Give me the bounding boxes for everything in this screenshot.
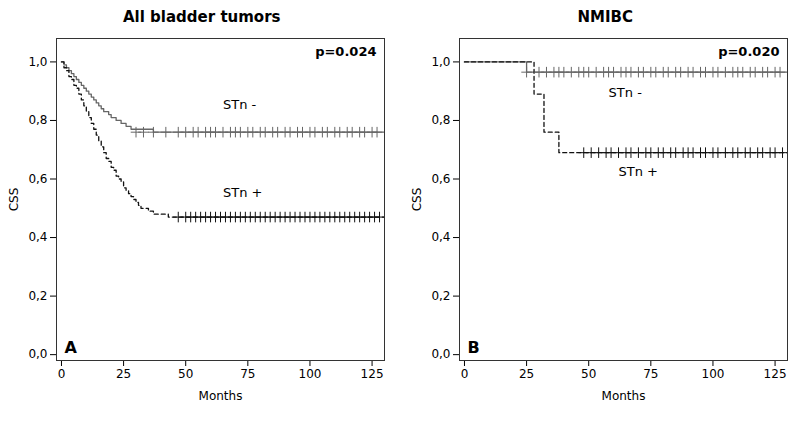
- svg-text:p=0.020: p=0.020: [718, 44, 779, 59]
- svg-text:Months: Months: [198, 389, 242, 403]
- svg-text:0,8: 0,8: [432, 113, 451, 127]
- svg-text:25: 25: [519, 367, 534, 381]
- svg-text:0,6: 0,6: [28, 172, 47, 186]
- svg-text:CSS: CSS: [7, 188, 21, 212]
- svg-text:100: 100: [298, 367, 321, 381]
- svg-text:0,2: 0,2: [432, 289, 451, 303]
- html-text:NMIBC: NMIBC: [577, 8, 633, 26]
- svg-text:25: 25: [116, 367, 131, 381]
- svg-text:Months: Months: [602, 389, 646, 403]
- svg-text:0,4: 0,4: [432, 230, 451, 244]
- svg-text:B: B: [468, 338, 480, 357]
- svg-text:STn -: STn -: [609, 85, 643, 100]
- svg-text:125: 125: [764, 367, 787, 381]
- svg-text:CSS: CSS: [410, 188, 424, 212]
- svg-text:50: 50: [178, 367, 193, 381]
- svg-text:125: 125: [360, 367, 383, 381]
- svg-text:p=0.024: p=0.024: [315, 44, 376, 59]
- svg-text:1,0: 1,0: [28, 55, 47, 69]
- svg-text:75: 75: [240, 367, 255, 381]
- svg-text:STn +: STn +: [619, 164, 658, 179]
- svg-text:1,0: 1,0: [432, 55, 451, 69]
- svg-text:0,0: 0,0: [28, 347, 47, 361]
- svg-text:100: 100: [702, 367, 725, 381]
- svg-text:50: 50: [581, 367, 596, 381]
- svg-text:0: 0: [57, 367, 65, 381]
- svg-text:0: 0: [461, 367, 469, 381]
- svg-text:0,0: 0,0: [432, 347, 451, 361]
- svg-text:STn +: STn +: [223, 185, 262, 200]
- svg-text:A: A: [64, 338, 77, 357]
- svg-text:75: 75: [643, 367, 658, 381]
- svg-text:0,2: 0,2: [28, 289, 47, 303]
- svg-text:STn -: STn -: [223, 97, 257, 112]
- svg-text:0,8: 0,8: [28, 113, 47, 127]
- html-text:All bladder tumors: All bladder tumors: [123, 8, 281, 26]
- svg-text:0,6: 0,6: [432, 172, 451, 186]
- svg-text:0,4: 0,4: [28, 230, 47, 244]
